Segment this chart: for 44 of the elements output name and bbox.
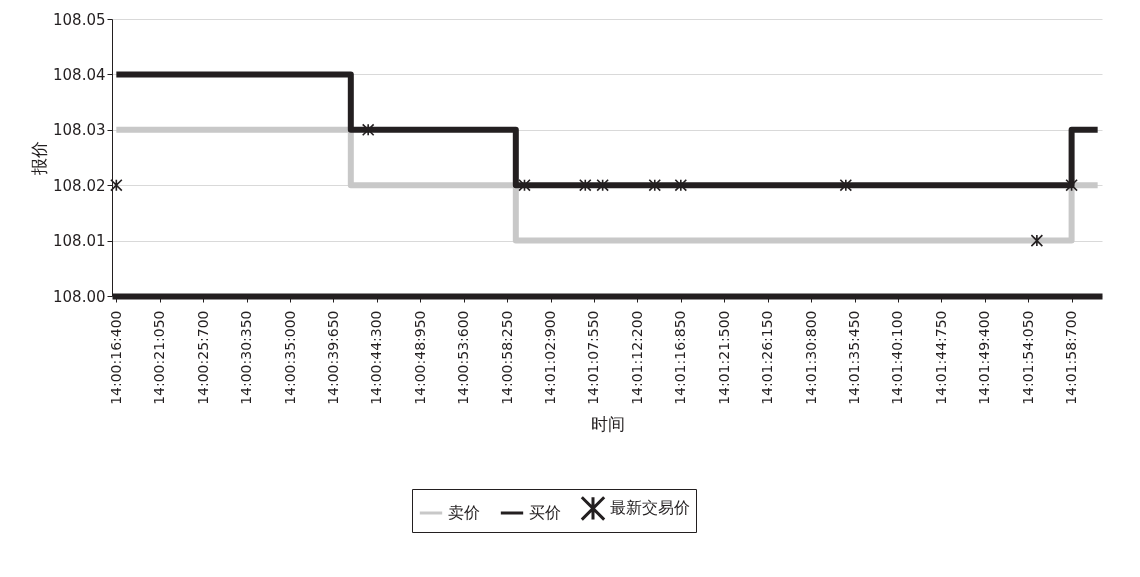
x-tick-label: 14:00:48:950 — [411, 310, 428, 405]
point — [596, 178, 609, 192]
y-tick-label: 108.04 — [53, 65, 106, 84]
x-tick-label: 14:01:30:800 — [802, 310, 819, 405]
x-tick-label: 14:00:53:600 — [455, 310, 472, 405]
x-tick-label: 14:00:30:350 — [238, 310, 255, 405]
x-tick-label: 14:00:58:250 — [498, 310, 515, 405]
x-tick-label: 14:00:35:000 — [281, 310, 298, 405]
point — [518, 178, 531, 192]
x-tick-label: 14:01:16:850 — [672, 310, 689, 405]
x-tick-label: 14:01:26:150 — [759, 310, 776, 405]
x-tick-label: 14:00:39:650 — [324, 310, 341, 405]
y-axis-title: 报价 — [29, 141, 50, 176]
y-tick-label: 108.05 — [53, 10, 106, 29]
x-tick-label: 14:01:40:100 — [889, 310, 906, 405]
point — [648, 178, 662, 192]
point — [110, 178, 123, 192]
x-tick-label: 14:00:21:050 — [151, 310, 168, 405]
y-tick-label: 108.03 — [53, 121, 106, 140]
x-tick-label: 14:01:35:450 — [846, 310, 862, 405]
x-tick-label: 14:00:25:700 — [194, 310, 211, 405]
y-tick-label: 108.01 — [53, 232, 106, 251]
x-tick-label: 14:01:02:900 — [542, 310, 559, 405]
x-tick-label: 14:00:44:300 — [368, 310, 385, 405]
x-axis-title: 时间 — [590, 413, 625, 434]
y-tick-label: 108.02 — [53, 176, 106, 195]
x-tick-label: 14:01:58:700 — [1063, 310, 1080, 405]
point — [1065, 178, 1078, 192]
legend-label: 卖价 — [448, 503, 480, 522]
x-tick-label: 14:01:07:550 — [585, 310, 602, 405]
x-tick-label: 14:01:54:050 — [1019, 310, 1036, 405]
x-tick-label: 14:01:21:500 — [715, 310, 732, 405]
point — [674, 178, 688, 192]
x-tick-label: 14:01:44:750 — [932, 310, 949, 405]
point — [839, 178, 853, 192]
y-tick-label: 108.00 — [53, 287, 106, 306]
point — [579, 178, 592, 192]
point — [1030, 234, 1044, 247]
x-tick-label: 14:01:49:400 — [976, 310, 993, 405]
x-tick-label: 14:00:16:400 — [107, 310, 124, 405]
legend-label: 买价 — [529, 503, 561, 522]
legend-label: 最新交易价 — [610, 498, 690, 518]
point — [361, 123, 375, 137]
x-tick-label: 14:01:12:200 — [628, 310, 645, 405]
